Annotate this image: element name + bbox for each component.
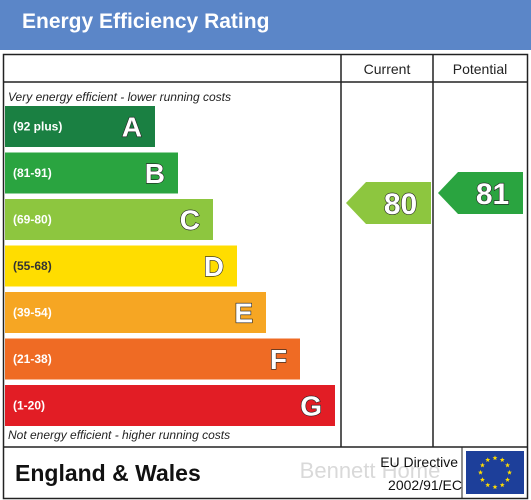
directive-line-2: 2002/91/EC xyxy=(388,477,462,493)
rating-indicators: 80 81 xyxy=(346,172,523,224)
band-letter-b: B xyxy=(145,158,165,189)
band-letter-f: F xyxy=(270,344,287,375)
eu-flag-star xyxy=(499,457,505,463)
band-bar-c xyxy=(5,199,213,240)
eu-flag-star xyxy=(479,462,485,468)
chart-title: Energy Efficiency Rating xyxy=(22,10,270,33)
eu-flag-star xyxy=(485,482,491,488)
eu-flag-star xyxy=(505,462,511,468)
band-letter-e: E xyxy=(234,298,253,329)
chart-frame xyxy=(2,53,529,500)
band-range-f: (21-38) xyxy=(13,352,52,366)
band-range-e: (39-54) xyxy=(13,306,52,320)
eu-flag-star xyxy=(492,455,498,461)
eu-flag-star xyxy=(499,482,505,488)
band-bar-a xyxy=(5,106,155,147)
region-label: England & Wales xyxy=(15,460,201,486)
eu-flag-star xyxy=(485,457,491,463)
watermark: Bennett Home xyxy=(300,458,441,483)
band-range-d: (55-68) xyxy=(13,259,52,273)
band-letter-c: C xyxy=(180,205,200,236)
band-bar-d xyxy=(5,245,237,287)
band-range-c: (69-80) xyxy=(13,213,52,227)
band-bar-b xyxy=(5,152,178,194)
band-letter-a: A xyxy=(122,112,142,143)
band-range-g: (1-20) xyxy=(13,399,45,413)
eu-flag-star xyxy=(505,477,511,482)
band-letter-d: D xyxy=(204,251,224,282)
band-range-b: (81-91) xyxy=(13,166,52,180)
band-bar-f xyxy=(5,338,300,380)
eu-flag-star xyxy=(479,477,485,482)
potential-rating-value: 81 xyxy=(476,178,509,211)
rating-bands: (92 plus) A (81-91) B (69-80) C (55-68) D (39-54… xyxy=(5,106,335,426)
eu-flag-star xyxy=(507,469,512,475)
band-range-a: (92 plus) xyxy=(13,120,62,134)
eu-flag-icon xyxy=(466,451,524,494)
column-header-potential: Potential xyxy=(453,61,507,77)
band-bar-g xyxy=(5,385,335,426)
band-letter-g: G xyxy=(300,391,322,422)
eu-flag-star xyxy=(478,469,483,475)
potential-rating-arrow xyxy=(438,172,523,214)
current-rating-arrow xyxy=(346,182,431,224)
band-bar-e xyxy=(5,292,266,333)
eu-flag-star xyxy=(492,484,498,490)
header-bar: Energy Efficiency Rating xyxy=(0,0,531,50)
current-rating-value: 80 xyxy=(384,188,417,221)
column-header-current: Current xyxy=(364,61,411,77)
note-efficient: Very energy efficient - lower running co… xyxy=(8,90,231,104)
note-inefficient: Not energy efficient - higher running co… xyxy=(8,428,230,442)
directive-line-1: EU Directive xyxy=(380,454,458,470)
